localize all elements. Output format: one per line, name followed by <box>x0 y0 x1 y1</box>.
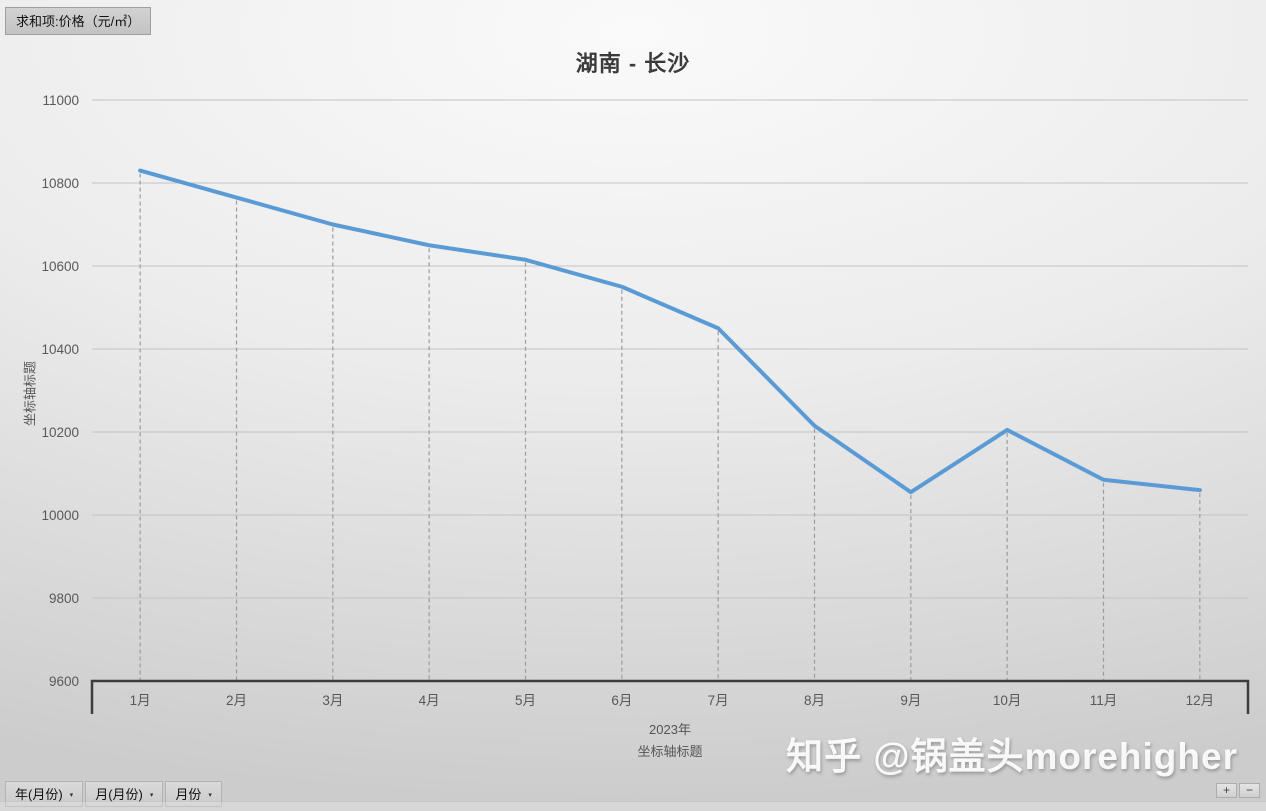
zoom-in-button[interactable]: + <box>1216 783 1237 798</box>
x-axis-category-label: 4月 <box>419 693 440 708</box>
x-axis-category-label: 12月 <box>1186 693 1215 708</box>
y-axis-tick-label: 10400 <box>41 342 79 357</box>
x-axis-category-label: 8月 <box>804 693 825 708</box>
y-axis-tick-label: 10200 <box>41 425 79 440</box>
dropdown-arrow-icon: ▾ <box>69 791 74 799</box>
field-button-label: 月份 <box>175 787 202 802</box>
x-axis-category-label: 7月 <box>708 693 729 708</box>
dropdown-arrow-icon: ▾ <box>149 791 154 799</box>
x-axis-category-label: 2月 <box>226 693 247 708</box>
x-axis-line <box>90 679 1250 714</box>
dropdown-arrow-icon: ▾ <box>208 791 212 799</box>
y-axis-tick-label: 9600 <box>49 674 79 689</box>
zoom-out-button[interactable]: − <box>1239 783 1260 798</box>
x-axis-category-label: 1月 <box>130 693 151 708</box>
field-button-label: 年(月份) <box>15 787 63 802</box>
field-button-month-of-year[interactable]: 月(月份) ▾ <box>85 781 164 807</box>
x-axis-title-block: 2023年 坐标轴标题 <box>92 719 1248 763</box>
x-axis-category-label: 11月 <box>1090 693 1118 708</box>
y-axis-tick-label: 10000 <box>41 508 79 523</box>
field-button-label: 月(月份) <box>95 787 143 802</box>
x-axis-title: 坐标轴标题 <box>637 744 703 759</box>
y-axis-tick-label: 11000 <box>42 93 79 108</box>
y-axis-tick-label: 10600 <box>41 259 79 274</box>
y-axis-title: 坐标轴标题 <box>22 361 38 427</box>
watermark: 知乎 @锅盖头morehigher <box>786 736 1238 777</box>
x-axis-group-label: 2023年 <box>649 722 691 737</box>
bottom-strip <box>0 801 1266 811</box>
x-axis-category-label: 10月 <box>993 693 1022 708</box>
y-axis-tick-label: 10800 <box>41 176 79 191</box>
x-axis-category-label: 6月 <box>611 693 632 708</box>
field-button-year[interactable]: 年(月份) ▾ <box>5 781 84 807</box>
x-axis-category-label: 3月 <box>322 693 343 708</box>
series-line[interactable] <box>138 168 1202 495</box>
x-axis-category-label: 9月 <box>900 693 921 708</box>
pivot-field-buttons: 年(月份) ▾ 月(月份) ▾ 月份 ▾ <box>5 781 222 807</box>
pivot-value-field-button[interactable]: 求和项:价格（元/㎡） <box>5 7 152 35</box>
y-axis-tick-label: 9800 <box>49 591 79 606</box>
zoom-controls: + − <box>1216 783 1260 798</box>
x-axis-category-label: 5月 <box>515 693 536 708</box>
chart-title: 湖南 - 长沙 <box>575 51 691 76</box>
field-button-month[interactable]: 月份 ▾ <box>165 781 222 807</box>
